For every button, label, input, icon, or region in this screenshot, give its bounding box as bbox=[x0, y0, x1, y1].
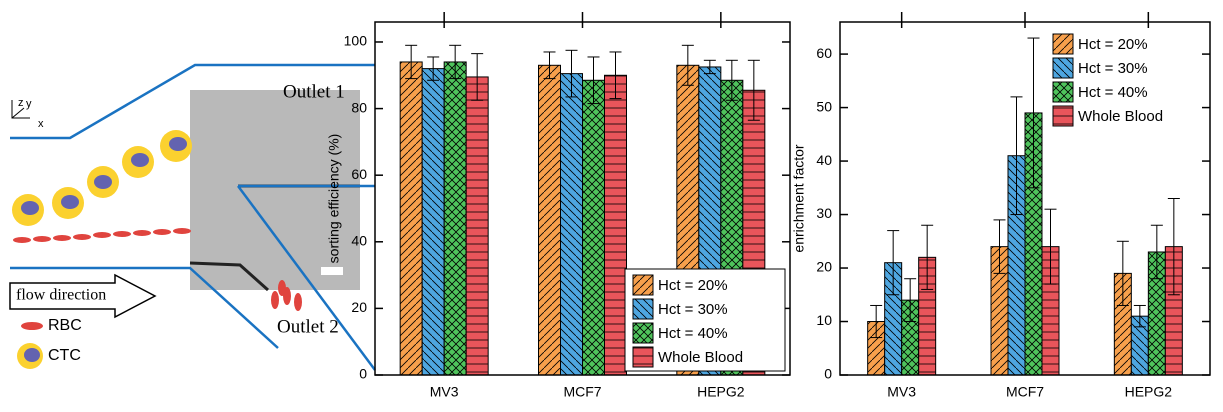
plot-frame bbox=[374, 21, 791, 376]
channel-wall bbox=[10, 266, 279, 349]
x-tick-label: HEPG2 bbox=[697, 384, 745, 400]
error-bar bbox=[1044, 208, 1057, 285]
error-bar bbox=[543, 51, 556, 80]
diagram: z y x Outlet 1 Outlet 2 flow direction R… bbox=[9, 63, 377, 371]
legend-label: Hct = 20% bbox=[658, 277, 728, 294]
error-bar bbox=[587, 56, 600, 105]
error-bar bbox=[1150, 224, 1163, 280]
ctc-key-nucleus bbox=[24, 348, 40, 362]
y-tick-label: 100 bbox=[344, 33, 368, 49]
axes-glyph bbox=[11, 107, 25, 119]
legend-label: Hct = 40% bbox=[1078, 84, 1148, 101]
legend-label: Whole Blood bbox=[1078, 108, 1163, 125]
error-bar bbox=[921, 224, 934, 290]
y-tick-label: 20 bbox=[816, 259, 832, 275]
bar bbox=[421, 68, 445, 376]
legend-label: Hct = 30% bbox=[1078, 60, 1148, 77]
y-axis-label: enrichment factor bbox=[791, 144, 807, 252]
ctc-nuclei bbox=[21, 137, 187, 215]
error-bar bbox=[1027, 37, 1040, 189]
y-tick-label: 40 bbox=[351, 232, 367, 248]
rbc-cells bbox=[13, 228, 302, 311]
x-tick-label: HEPG2 bbox=[1125, 384, 1173, 400]
y-tick-label: 80 bbox=[351, 99, 367, 115]
scale-bar bbox=[321, 267, 343, 275]
channel-edge bbox=[189, 261, 269, 292]
bar bbox=[443, 61, 467, 376]
bar bbox=[465, 76, 489, 376]
channel-wall bbox=[236, 185, 377, 371]
error-bar bbox=[1010, 96, 1023, 216]
y-tick-label: 10 bbox=[816, 312, 832, 328]
error-bar bbox=[747, 59, 760, 121]
error-bar bbox=[565, 49, 578, 98]
x-tick-label: MV3 bbox=[430, 384, 459, 400]
y-tick-label: 40 bbox=[816, 152, 832, 168]
error-bar bbox=[993, 219, 1006, 274]
error-bar bbox=[609, 51, 622, 100]
legend-label: Hct = 40% bbox=[658, 325, 728, 342]
error-bar bbox=[471, 53, 484, 101]
channel-wall bbox=[10, 63, 375, 140]
error-bar bbox=[681, 44, 694, 86]
ctc-label: CTC bbox=[48, 347, 81, 364]
bar bbox=[582, 79, 605, 376]
bar bbox=[399, 61, 423, 376]
error-bar bbox=[405, 44, 418, 80]
axis-y: y bbox=[26, 98, 32, 110]
flow-arrow bbox=[9, 273, 157, 319]
y-tick-label: 60 bbox=[351, 166, 367, 182]
error-bar bbox=[725, 59, 738, 101]
error-bar bbox=[870, 304, 883, 339]
legend-swatch bbox=[1052, 81, 1074, 103]
error-bar bbox=[449, 44, 462, 80]
micrograph bbox=[190, 90, 360, 290]
legend-label: Hct = 30% bbox=[658, 301, 728, 318]
plot-frame bbox=[839, 21, 1211, 376]
legend-swatch bbox=[1052, 33, 1074, 55]
error-bar bbox=[1167, 198, 1180, 296]
axis-z: z bbox=[18, 97, 24, 109]
rbc-key bbox=[21, 322, 43, 330]
x-tick-label: MCF7 bbox=[563, 384, 601, 400]
legend-label: Hct = 20% bbox=[1078, 36, 1148, 53]
y-tick-label: 0 bbox=[824, 366, 832, 382]
legend-label: Whole Blood bbox=[658, 349, 743, 366]
y-tick-label: 60 bbox=[816, 45, 832, 61]
legend-swatch bbox=[1052, 57, 1074, 79]
axis-x: x bbox=[38, 118, 44, 130]
flow-label: flow direction bbox=[16, 287, 106, 304]
error-bar bbox=[703, 59, 716, 75]
error-bar bbox=[1116, 240, 1129, 306]
error-bar bbox=[904, 278, 917, 323]
outlet-1: Outlet 1 bbox=[283, 81, 345, 102]
legend-swatch bbox=[632, 274, 654, 296]
x-tick-label: MCF7 bbox=[1006, 384, 1044, 400]
y-tick-label: 20 bbox=[351, 299, 367, 315]
bar bbox=[560, 73, 583, 376]
legend-swatch bbox=[632, 322, 654, 344]
y-tick-label: 30 bbox=[816, 205, 832, 221]
rbc-label: RBC bbox=[48, 317, 82, 334]
y-tick-label: 0 bbox=[359, 366, 367, 382]
bar bbox=[604, 74, 627, 376]
outlet-2: Outlet 2 bbox=[277, 316, 339, 337]
legend-swatch bbox=[632, 346, 654, 368]
y-tick-label: 50 bbox=[816, 98, 832, 114]
bar bbox=[538, 64, 561, 376]
error-bar bbox=[1133, 304, 1146, 328]
legend-swatch bbox=[1052, 105, 1074, 127]
legend-swatch bbox=[632, 298, 654, 320]
x-tick-label: MV3 bbox=[887, 384, 916, 400]
error-bar bbox=[887, 230, 900, 296]
error-bar bbox=[427, 56, 440, 81]
y-axis-label: sorting efficiency (%) bbox=[326, 134, 342, 264]
